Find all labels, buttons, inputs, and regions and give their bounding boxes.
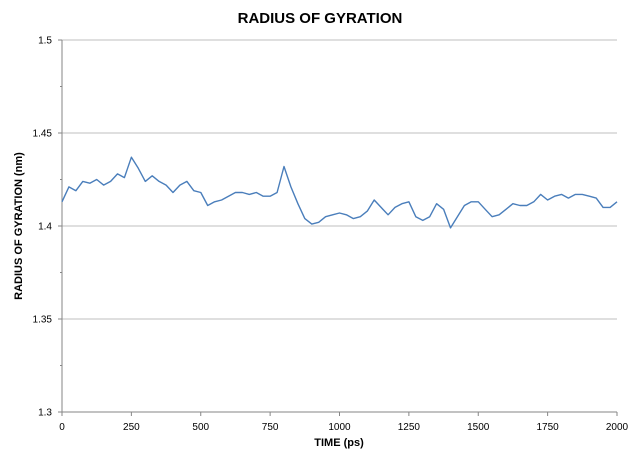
y-tick-label: 1.45 [33,129,53,140]
x-tick-label: 1250 [398,422,421,433]
x-tick-label: 0 [59,422,65,433]
rg-series-line [61,156,618,229]
x-tick-label: 500 [192,422,209,433]
y-tick-label: 1.3 [38,408,52,419]
axes [61,40,618,416]
y-tick-label: 1.5 [38,36,52,47]
y-gridlines [58,39,617,413]
series-group [61,156,618,229]
x-tick-label: 1750 [537,422,560,433]
y-tick-labels: 1.3 1.35 1.4 1.45 1.5 [33,36,53,419]
x-tick-labels: 0 250 500 750 1000 1250 1500 1750 2000 [59,422,628,433]
chart-title: RADIUS OF GYRATION [238,10,403,27]
y-tick-label: 1.35 [33,315,53,326]
x-axis-label: TIME (ps) [314,437,364,449]
x-tick-label: 750 [262,422,279,433]
x-tick-label: 1000 [328,422,351,433]
y-axis-label: RADIUS OF GYRATION (nm) [13,152,25,300]
y-tick-label: 1.4 [38,222,52,233]
x-tick-label: 1500 [467,422,490,433]
x-tick-label: 250 [123,422,140,433]
x-tick-label: 2000 [606,422,629,433]
